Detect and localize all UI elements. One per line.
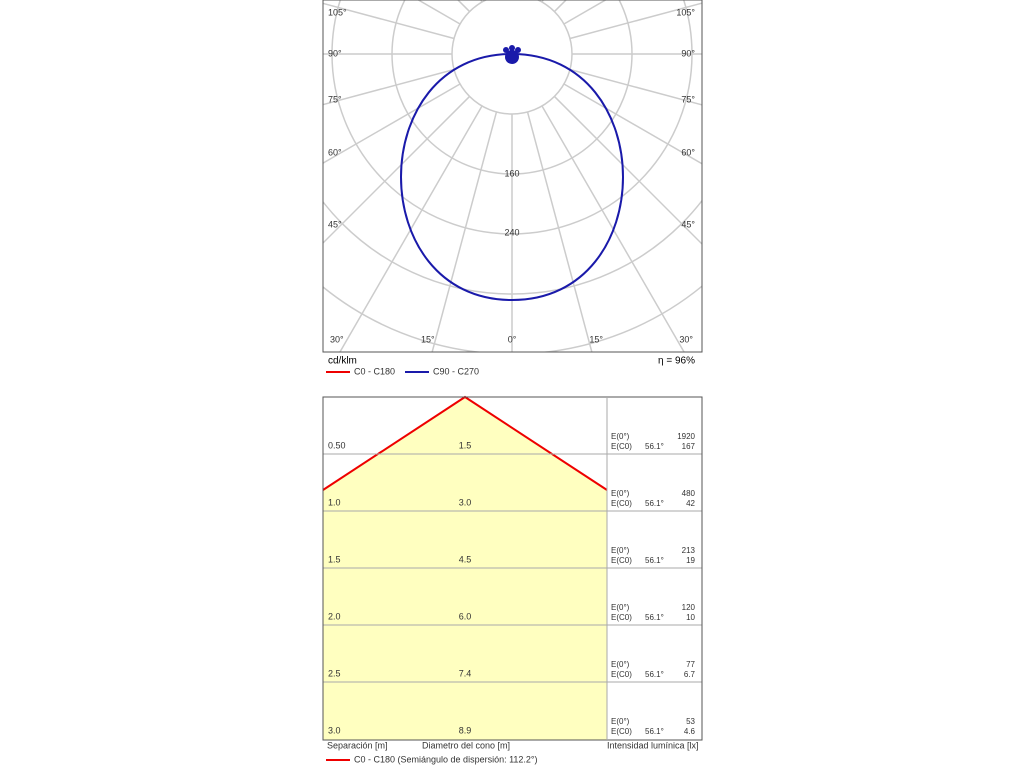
separation: 1.5 <box>328 554 341 564</box>
angle-label: 75° <box>681 94 695 104</box>
legend-label: C0 - C180 (Semiángulo de dispersión: 112… <box>354 754 538 764</box>
e-value: 6.7 <box>684 670 696 679</box>
e-value: 53 <box>686 717 695 726</box>
e-value: 167 <box>682 442 696 451</box>
angle-label: 60° <box>328 147 342 157</box>
e-label: E(0°) <box>611 489 630 498</box>
e-label: E(C0) <box>611 499 632 508</box>
radial <box>569 2 702 40</box>
e-value: 42 <box>686 499 695 508</box>
ring-label: 240 <box>504 227 519 237</box>
angle-label: 15° <box>589 334 603 344</box>
diameter: 6.0 <box>459 611 472 621</box>
e-label: E(C0) <box>611 727 632 736</box>
radial <box>541 105 685 352</box>
e-label: E(C0) <box>611 442 632 451</box>
radial <box>323 83 461 164</box>
e-value: 1920 <box>677 432 695 441</box>
diameter: 7.4 <box>459 668 472 678</box>
separation: 2.0 <box>328 611 341 621</box>
radial <box>563 0 608 25</box>
angle-label: 45° <box>328 219 342 229</box>
angle-label: 30° <box>679 334 693 344</box>
angle-label: 75° <box>328 94 342 104</box>
radial <box>553 95 702 246</box>
angle-label: 15° <box>421 334 435 344</box>
e-value: 10 <box>686 613 695 622</box>
radial <box>569 68 702 106</box>
radial <box>431 111 498 352</box>
angle-label: 90° <box>328 48 342 58</box>
e-angle: 56.1° <box>645 556 664 565</box>
e-angle: 56.1° <box>645 670 664 679</box>
e-value: 213 <box>682 546 696 555</box>
diameter: 8.9 <box>459 725 472 735</box>
unit: cd/klm <box>328 356 357 367</box>
header: Intensidad lumínica [lx] <box>607 740 699 750</box>
angle-label: 60° <box>681 147 695 157</box>
angle-label: 0° <box>508 334 517 344</box>
efficiency: η = 96% <box>658 356 695 367</box>
separation: 3.0 <box>328 725 341 735</box>
e-label: E(0°) <box>611 660 630 669</box>
header: Diametro del cono [m] <box>422 740 510 750</box>
e-angle: 56.1° <box>645 613 664 622</box>
e-label: E(0°) <box>611 432 630 441</box>
e-label: E(0°) <box>611 603 630 612</box>
angle-label: 30° <box>330 334 344 344</box>
diameter: 4.5 <box>459 554 472 564</box>
diameter: 1.5 <box>459 440 472 450</box>
e-label: E(0°) <box>611 546 630 555</box>
polar-frame <box>322 0 703 353</box>
angle-label: 105° <box>328 7 347 17</box>
e-value: 19 <box>686 556 695 565</box>
e-label: E(C0) <box>611 613 632 622</box>
legend-label: C90 - C270 <box>433 366 479 376</box>
radial <box>563 83 702 165</box>
e-angle: 56.1° <box>645 499 664 508</box>
ring-label: 160 <box>504 168 519 178</box>
radial <box>339 105 483 352</box>
e-value: 480 <box>682 489 696 498</box>
diameter: 3.0 <box>459 497 472 507</box>
e-label: E(C0) <box>611 670 632 679</box>
e-label: E(C0) <box>611 556 632 565</box>
angle-label: 90° <box>681 48 695 58</box>
e-label: E(0°) <box>611 717 630 726</box>
table-frame <box>322 396 703 741</box>
e-value: 77 <box>686 660 695 669</box>
legend-label: C0 - C180 <box>354 366 395 376</box>
angle-label: 45° <box>681 219 695 229</box>
e-value: 120 <box>682 603 696 612</box>
separation: 1.0 <box>328 497 341 507</box>
cone-table: 0.50 1.5 E(0°) 1920 E(C0) 56.1° 167 1.0 3.0 E(0°)… <box>323 432 702 736</box>
c90-curve <box>400 52 624 302</box>
radial <box>323 68 455 106</box>
radial <box>526 111 593 352</box>
e-value: 4.6 <box>684 727 696 736</box>
radial <box>416 0 461 25</box>
header: Separación [m] <box>327 740 388 750</box>
separation: 0.50 <box>328 440 346 450</box>
e-angle: 56.1° <box>645 442 664 451</box>
e-angle: 56.1° <box>645 727 664 736</box>
radial <box>323 2 455 40</box>
curve-top <box>503 45 521 64</box>
radial <box>323 95 471 245</box>
angle-label: 105° <box>676 7 695 17</box>
separation: 2.5 <box>328 668 341 678</box>
